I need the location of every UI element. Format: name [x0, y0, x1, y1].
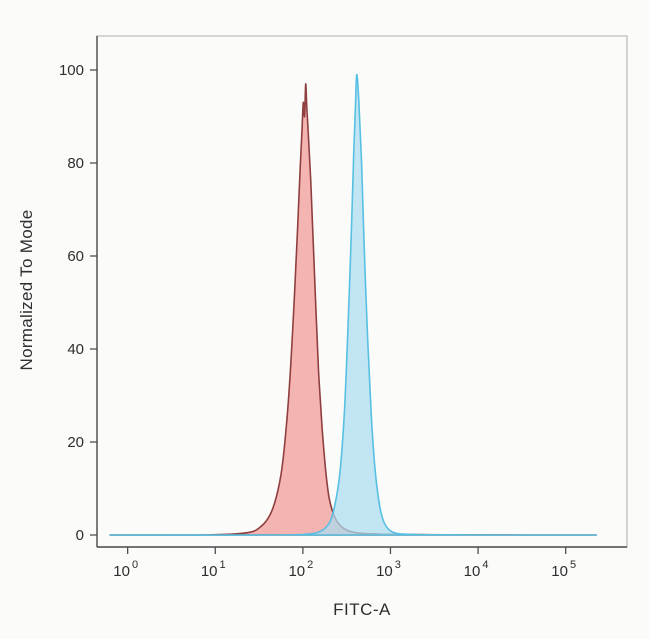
y-tick-label: 40 [67, 341, 84, 358]
y-tick-label: 100 [59, 62, 84, 79]
y-axis-title: Normalized To Mode [17, 209, 36, 371]
x-tick-label: 10 0 [113, 559, 138, 580]
blue-population-curve [109, 73, 598, 536]
x-tick-label: 10 4 [464, 559, 489, 580]
x-tick-label: 10 1 [201, 559, 226, 580]
y-tick-label: 20 [67, 434, 84, 451]
x-tick-label: 10 5 [551, 559, 576, 580]
x-tick-label: 10 3 [376, 559, 401, 580]
y-tick-label: 80 [67, 155, 84, 172]
x-axis-title: FITC-A [333, 600, 391, 619]
y-tick-label: 60 [67, 248, 84, 265]
x-tick-label: 10 2 [288, 559, 313, 580]
y-tick-label: 0 [76, 527, 84, 544]
